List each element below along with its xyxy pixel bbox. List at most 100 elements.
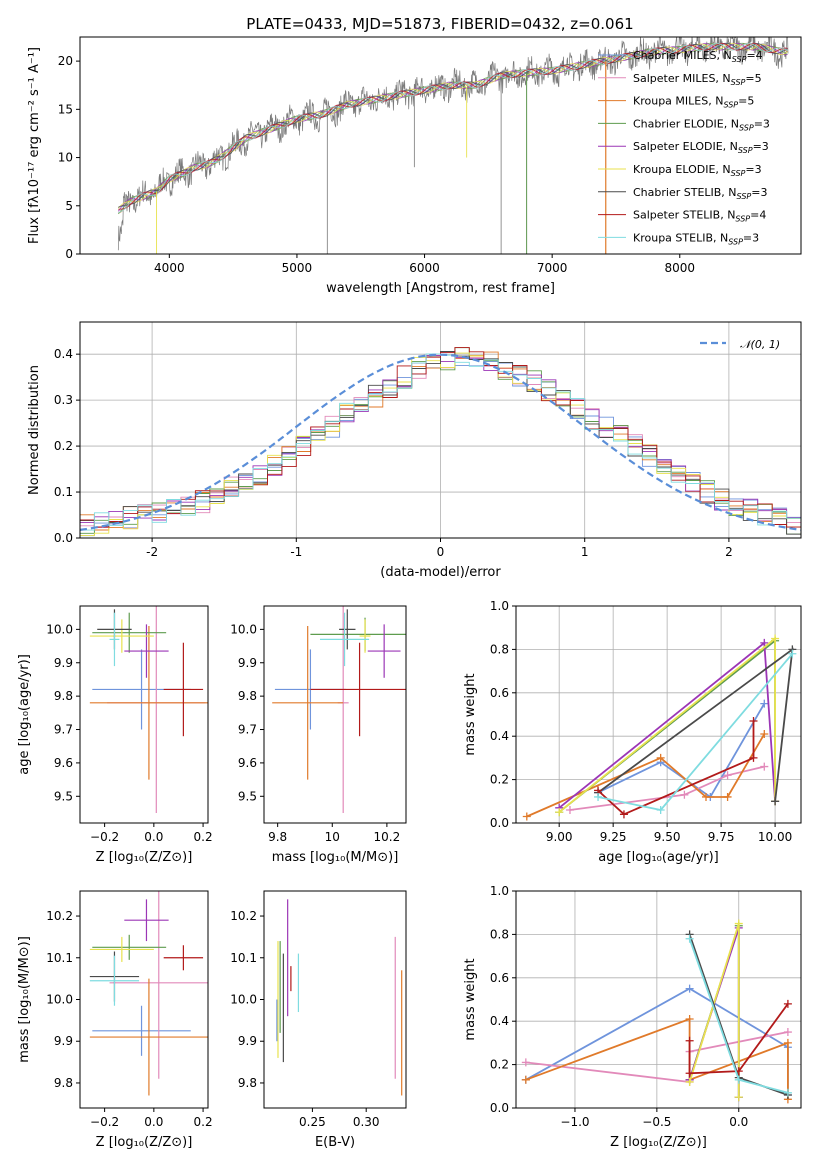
weight-point-marker xyxy=(656,753,665,762)
weight_vs_age-ytick-label: 0.6 xyxy=(490,686,509,700)
weight_vs_Z-ytick-label: 0.2 xyxy=(490,1058,509,1072)
mass_vs_Z-ytick-label: 10.0 xyxy=(46,993,73,1007)
legend-label-sub: SSP xyxy=(732,55,747,64)
legend-label-sub: SSP xyxy=(739,123,754,132)
residuals-ytick-label: 0.4 xyxy=(54,347,73,361)
weight_vs_Z-xtick-label: 0.0 xyxy=(729,1115,748,1129)
legend-label-main: Kroupa STELIB, N xyxy=(633,231,728,244)
weight_vs_Z-xlabel: Z [log₁₀(Z/Z⊙)] xyxy=(610,1135,707,1150)
spectrum-model-line xyxy=(118,42,788,211)
weight-point-marker xyxy=(685,1077,694,1086)
spectrum-model-line xyxy=(118,42,788,214)
age_vs_mass-ytick-label: 9.7 xyxy=(238,723,257,737)
age_vs_Z-ytick-label: 9.8 xyxy=(54,689,73,703)
residuals-ylabel: Normed distribution xyxy=(27,365,42,495)
age_vs_mass-ytick-label: 9.6 xyxy=(238,756,257,770)
age_vs_Z-xlabel: Z [log₁₀(Z/Z⊙)] xyxy=(96,850,193,865)
legend-label-tail: =3 xyxy=(745,163,761,176)
age_vs_Z-ytick-label: 10.0 xyxy=(46,622,73,636)
age_vs_mass-ytick-label: 10.0 xyxy=(230,622,257,636)
weight_vs_Z-ytick-label: 0.6 xyxy=(490,971,509,985)
spectrum-xtick-label: 6000 xyxy=(409,261,440,275)
weight-point-marker xyxy=(723,771,732,780)
mass_vs_ebv-xtick-label: 0.25 xyxy=(299,1115,326,1129)
age_vs_mass-ytick-label: 9.8 xyxy=(238,689,257,703)
age_vs_Z-ytick-label: 9.7 xyxy=(54,723,73,737)
spectrum-ytick-label: 20 xyxy=(58,54,73,68)
mass_vs_ebv-plot-area xyxy=(276,899,403,1096)
mass_vs_Z-ytick-label: 10.1 xyxy=(46,951,73,965)
mass_vs_ebv-xtick-label: 0.30 xyxy=(353,1115,380,1129)
age_vs_mass-ytick-label: 9.5 xyxy=(238,789,257,803)
weight-point-marker xyxy=(521,1075,530,1084)
weight-point-marker xyxy=(783,1028,792,1037)
weight-point-marker xyxy=(702,792,710,801)
legend-label: Chabrier STELIB, NSSP=3 xyxy=(633,186,767,201)
age_vs_Z-ytick-label: 9.6 xyxy=(54,756,73,770)
legend-label: Salpeter ELODIE, NSSP=3 xyxy=(633,140,769,155)
spectrum-frame xyxy=(79,36,802,255)
weight_vs_Z-xtick-label: −0.5 xyxy=(642,1115,671,1129)
legend-label-sub: SSP xyxy=(731,78,746,87)
weight_vs_age-xtick-label: 10.00 xyxy=(758,830,792,844)
legend-label: Kroupa ELODIE, NSSP=3 xyxy=(633,163,762,178)
legend-label-tail: =4 xyxy=(746,49,762,62)
weight_vs_age-plot-area xyxy=(522,634,797,821)
residuals-frame xyxy=(79,321,802,539)
age_vs_Z-ytick-label: 9.5 xyxy=(54,789,73,803)
legend-label-sub: SSP xyxy=(738,146,753,155)
weight_vs_age-ytick-label: 0.8 xyxy=(490,642,509,656)
legend-label: Kroupa MILES, NSSP=5 xyxy=(633,95,754,110)
weight-point-marker xyxy=(734,1075,743,1084)
weight-point-marker xyxy=(685,1015,694,1024)
mass_vs_Z-xtick-label: −0.2 xyxy=(90,1115,119,1129)
age_vs_Z-panel: −0.2 0.0 0.2 9.5 9.6 9.7 9.8 9.9 10.0 Z [log₁₀(Z/… xyxy=(17,605,213,865)
weight-point-marker xyxy=(771,634,780,643)
spectrum-ytick-label: 0 xyxy=(65,247,73,261)
mass_vs_ebv-ytick-label: 9.8 xyxy=(238,1076,257,1090)
legend-label-main: Chabrier MILES, N xyxy=(633,49,732,62)
residuals-xtick-label: 0 xyxy=(437,545,445,559)
legend-label-sub: SSP xyxy=(737,192,752,201)
legend-label: Salpeter MILES, NSSP=5 xyxy=(633,72,762,87)
mass_vs_Z-xtick-label: 0.0 xyxy=(144,1115,163,1129)
residuals-xlabel: (data-model)/error xyxy=(380,565,501,580)
weight-point-marker xyxy=(723,792,732,801)
mass_vs_Z-plot-area xyxy=(89,891,208,1096)
weight_vs_age-xtick-label: 9.50 xyxy=(654,830,681,844)
weight-point-marker xyxy=(594,792,603,801)
legend-label: Chabrier MILES, NSSP=4 xyxy=(633,49,763,64)
weight_vs_age-panel: 9.00 9.25 9.50 9.75 10.00 0.0 0.2 0.4 0.6 0.8 1.0 a… xyxy=(463,599,802,865)
residuals-ytick-label: 0.0 xyxy=(54,531,73,545)
legend-label-sub: SSP xyxy=(723,101,738,110)
residuals-xtick-label: -1 xyxy=(290,545,302,559)
legend-label-tail: =5 xyxy=(745,72,761,85)
weight-point-marker xyxy=(619,810,628,819)
weight_vs_age-ytick-label: 1.0 xyxy=(490,599,509,613)
weight-point-marker xyxy=(565,805,574,814)
age_vs_Z-xtick-label: −0.2 xyxy=(90,830,119,844)
weight-point-marker xyxy=(685,1069,694,1078)
mass_vs_ebv-frame xyxy=(263,890,407,1109)
mass_vs_Z-panel: −0.2 0.0 0.2 9.8 9.9 10.0 10.1 10.2 Z [log₁₀(Z/Z… xyxy=(17,890,213,1150)
legend-label-tail: =4 xyxy=(750,209,766,222)
legend-label-tail: =3 xyxy=(751,186,767,199)
weight-point-marker xyxy=(749,753,758,762)
spectrum-ylabel: Flux [fλ10⁻¹⁷ erg cm⁻² s⁻¹ A⁻¹] xyxy=(27,47,42,244)
mass_vs_Z-xtick-label: 0.2 xyxy=(194,1115,213,1129)
mass_vs_ebv-ytick-label: 10.2 xyxy=(230,909,257,923)
mass_vs_Z-xlabel: Z [log₁₀(Z/Z⊙)] xyxy=(96,1135,193,1150)
weight_vs_Z-ytick-label: 0.4 xyxy=(490,1014,509,1028)
weight-point-marker xyxy=(760,762,769,771)
spectrum-model-line xyxy=(118,42,788,213)
legend-label-main: Chabrier STELIB, N xyxy=(633,186,737,199)
mass_vs_Z-frame xyxy=(79,890,209,1109)
mass_vs_Z-ytick-label: 9.9 xyxy=(54,1034,73,1048)
age_vs_Z-frame xyxy=(79,605,209,824)
weight-point-marker xyxy=(734,919,743,928)
residuals-ytick-label: 0.2 xyxy=(54,439,73,453)
weight-point-marker xyxy=(783,1088,792,1097)
mass_vs_Z-ylabel: mass [log₁₀(M/M⊙)] xyxy=(17,936,32,1063)
spectrum-ytick-label: 5 xyxy=(65,199,73,213)
spectrum-plot-area xyxy=(117,37,789,254)
